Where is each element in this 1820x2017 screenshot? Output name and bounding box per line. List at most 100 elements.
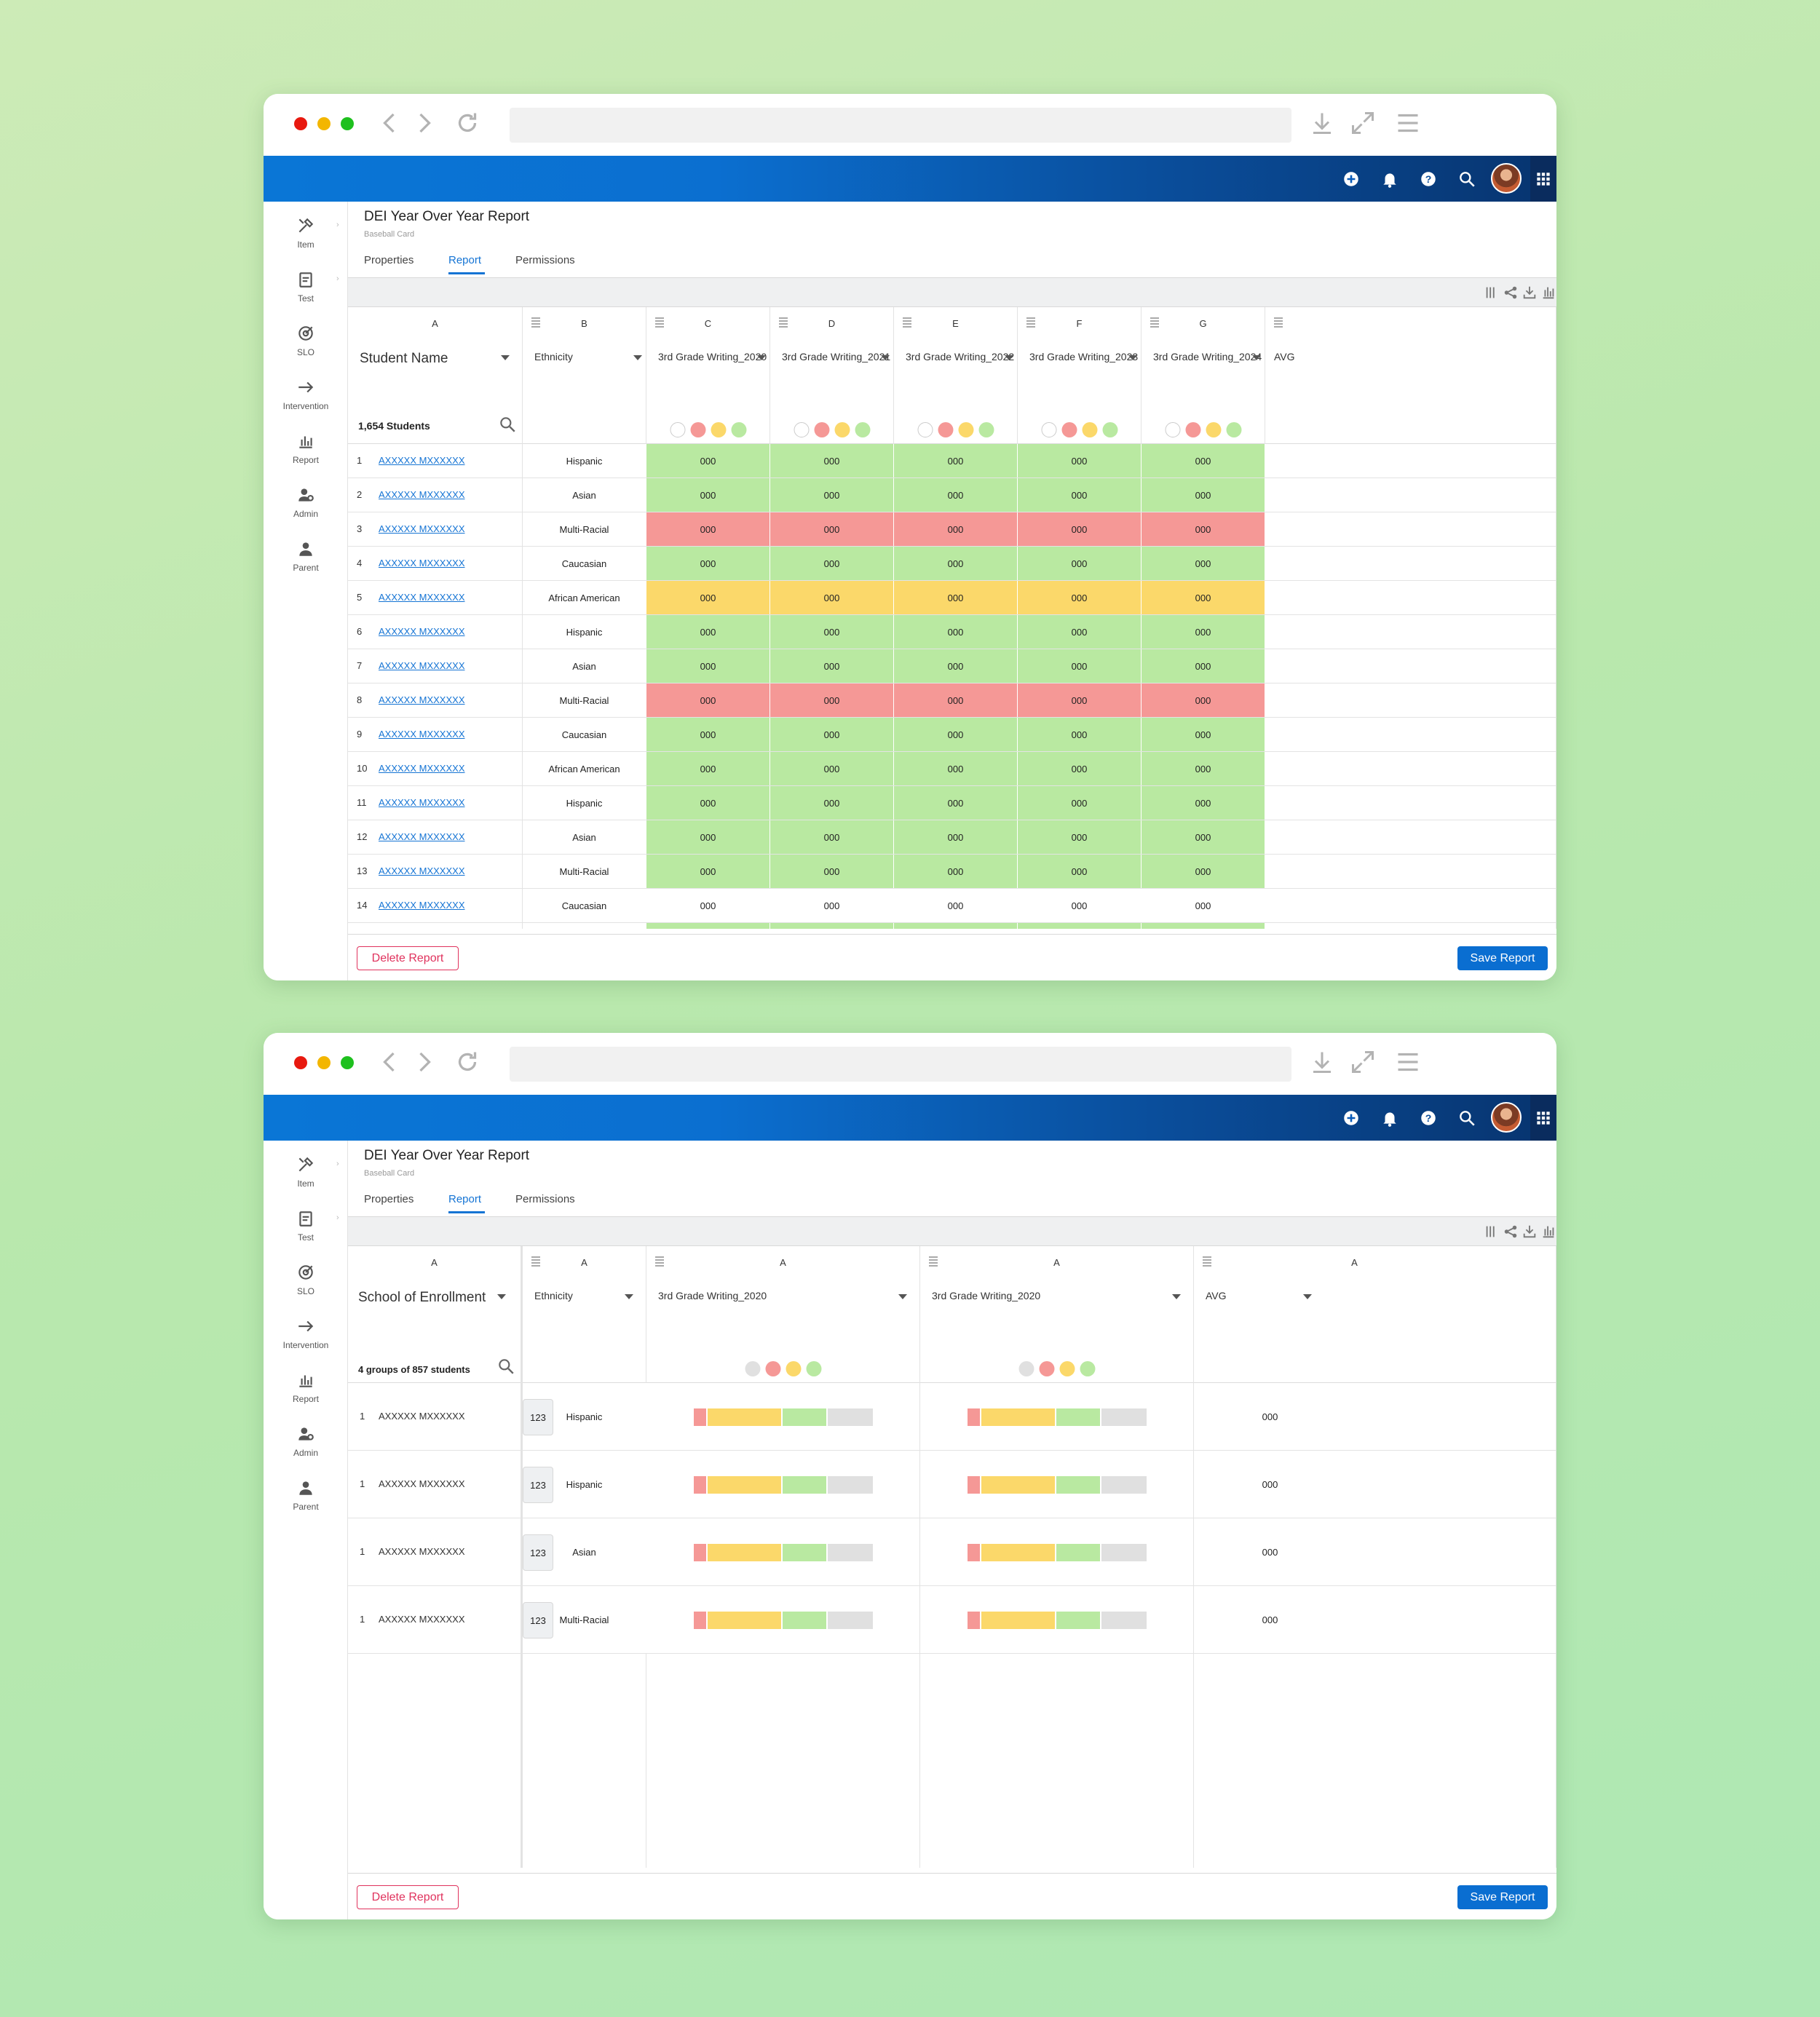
green-filter-dot[interactable] xyxy=(978,422,994,437)
column-name[interactable]: 3rd Grade Writing_2020 xyxy=(658,351,767,362)
score-cell[interactable]: 000 xyxy=(770,478,894,512)
score-cell[interactable]: 000 xyxy=(770,683,894,717)
drag-handle-icon[interactable] xyxy=(655,317,664,328)
score-cell[interactable]: 000 xyxy=(646,478,770,512)
score-cell[interactable]: 000 xyxy=(894,718,1018,751)
forward-icon[interactable] xyxy=(411,110,437,136)
sidebar-item-intervention[interactable]: Intervention xyxy=(264,1311,348,1360)
score-cell[interactable]: 000 xyxy=(646,512,770,546)
distribution-cell[interactable] xyxy=(646,1383,920,1450)
question-icon[interactable]: ? xyxy=(1419,170,1438,189)
green-filter-dot[interactable] xyxy=(731,422,746,437)
score-cell[interactable]: 000 xyxy=(894,889,1018,922)
menu-icon[interactable] xyxy=(1395,1049,1421,1075)
column-name[interactable]: AVG xyxy=(1206,1290,1227,1301)
table-row[interactable]: 12 AXXXXX MXXXXXX Asian 000 000 000 000 000 xyxy=(348,820,1556,855)
score-cell[interactable]: 000 xyxy=(894,512,1018,546)
score-cell[interactable] xyxy=(1018,923,1142,929)
back-icon[interactable] xyxy=(377,110,403,136)
chevron-down-icon[interactable] xyxy=(1303,1294,1312,1299)
sidebar-item-item[interactable]: Item › xyxy=(264,210,348,260)
score-cell[interactable]: 000 xyxy=(894,444,1018,477)
column-name[interactable]: Student Name xyxy=(360,351,448,366)
column-name[interactable]: AVG xyxy=(1274,351,1295,362)
table-row[interactable]: 14 AXXXXX MXXXXXX Caucasian 000 000 000 000 000 xyxy=(348,889,1556,923)
yellow-filter-dot[interactable] xyxy=(834,422,850,437)
reload-icon[interactable] xyxy=(454,1049,480,1075)
forward-icon[interactable] xyxy=(411,1049,437,1075)
score-cell[interactable]: 000 xyxy=(894,855,1018,888)
score-cell[interactable]: 000 xyxy=(1018,820,1142,854)
score-cell[interactable]: 000 xyxy=(1018,581,1142,614)
score-cell[interactable]: 000 xyxy=(1018,547,1142,580)
score-cell[interactable]: 000 xyxy=(646,683,770,717)
table-row[interactable]: 9 AXXXXX MXXXXXX Caucasian 000 000 000 000 000 xyxy=(348,718,1556,752)
score-cell[interactable]: 000 xyxy=(1018,855,1142,888)
score-cell[interactable]: 000 xyxy=(1018,478,1142,512)
search-icon[interactable] xyxy=(1457,170,1476,189)
score-cell[interactable]: 000 xyxy=(1142,718,1265,751)
score-cell[interactable]: 000 xyxy=(646,889,770,922)
close-window-dot[interactable] xyxy=(294,117,307,130)
chevron-down-icon[interactable] xyxy=(1172,1294,1181,1299)
column-name[interactable]: 3rd Grade Writing_2020 xyxy=(658,1290,767,1301)
status-filter-dots[interactable] xyxy=(1165,422,1241,437)
student-name-link[interactable]: AXXXXX MXXXXXX xyxy=(379,763,465,774)
red-filter-dot[interactable] xyxy=(1061,422,1077,437)
expand-icon[interactable] xyxy=(1350,1049,1376,1075)
score-cell[interactable]: 000 xyxy=(770,786,894,820)
chevron-down-icon[interactable] xyxy=(501,355,510,360)
red-filter-dot[interactable] xyxy=(938,422,953,437)
table-row[interactable]: 1 AXXXXX MXXXXXX 123 Hispanic 000 xyxy=(348,1451,1556,1518)
white-filter-dot[interactable] xyxy=(917,422,933,437)
download-icon[interactable] xyxy=(1309,1049,1335,1075)
score-cell[interactable]: 000 xyxy=(1142,786,1265,820)
columns-icon[interactable] xyxy=(1484,285,1500,301)
tab-permissions[interactable]: Permissions xyxy=(515,1193,575,1205)
yellow-filter-dot[interactable] xyxy=(1059,1361,1075,1376)
green-filter-dot[interactable] xyxy=(1226,422,1241,437)
distribution-cell[interactable] xyxy=(646,1518,920,1585)
column-name[interactable]: Ethnicity xyxy=(534,351,573,362)
drag-handle-icon[interactable] xyxy=(929,1256,938,1267)
score-cell[interactable] xyxy=(646,923,770,929)
score-cell[interactable]: 000 xyxy=(1142,512,1265,546)
student-name-link[interactable]: AXXXXX MXXXXXX xyxy=(379,694,465,705)
student-name-link[interactable]: AXXXXX MXXXXXX xyxy=(379,729,465,740)
table-row[interactable]: 1 AXXXXX MXXXXXX 123 Hispanic 000 xyxy=(348,1383,1556,1451)
score-cell[interactable]: 000 xyxy=(1142,547,1265,580)
score-cell[interactable]: 000 xyxy=(646,820,770,854)
close-window-dot[interactable] xyxy=(294,1056,307,1069)
score-cell[interactable]: 000 xyxy=(894,615,1018,649)
yellow-filter-dot[interactable] xyxy=(1082,422,1097,437)
address-bar[interactable] xyxy=(510,108,1291,143)
tab-permissions[interactable]: Permissions xyxy=(515,254,575,266)
chevron-down-icon[interactable] xyxy=(633,355,642,360)
delete-report-button[interactable]: Delete Report xyxy=(357,946,459,970)
yellow-filter-dot[interactable] xyxy=(1206,422,1221,437)
export-icon[interactable] xyxy=(1522,1224,1538,1240)
status-filter-dots[interactable] xyxy=(670,422,746,437)
score-cell[interactable]: 000 xyxy=(1018,786,1142,820)
red-filter-dot[interactable] xyxy=(1039,1361,1054,1376)
chevron-down-icon[interactable] xyxy=(497,1294,506,1299)
score-cell[interactable]: 000 xyxy=(1142,478,1265,512)
score-cell[interactable]: 000 xyxy=(894,478,1018,512)
maximize-window-dot[interactable] xyxy=(341,117,354,130)
score-cell[interactable]: 000 xyxy=(894,683,1018,717)
table-row[interactable]: 1 AXXXXX MXXXXXX 123 Asian 000 xyxy=(348,1518,1556,1586)
table-row[interactable]: 2 AXXXXX MXXXXXX Asian 000 000 000 000 000 xyxy=(348,478,1556,512)
student-name-link[interactable]: AXXXXX MXXXXXX xyxy=(379,626,465,637)
score-cell[interactable]: 000 xyxy=(1018,718,1142,751)
search-icon[interactable] xyxy=(496,1357,515,1376)
score-cell[interactable]: 000 xyxy=(1142,889,1265,922)
reload-icon[interactable] xyxy=(454,110,480,136)
student-name-link[interactable]: AXXXXX MXXXXXX xyxy=(379,797,465,808)
score-cell[interactable]: 000 xyxy=(770,615,894,649)
drag-handle-icon[interactable] xyxy=(779,317,788,328)
table-row[interactable]: 4 AXXXXX MXXXXXX Caucasian 000 000 000 000 000 xyxy=(348,547,1556,581)
sidebar-item-parent[interactable]: Parent xyxy=(264,534,348,583)
user-avatar[interactable] xyxy=(1491,1102,1522,1133)
score-cell[interactable]: 000 xyxy=(894,581,1018,614)
white-filter-dot[interactable] xyxy=(670,422,685,437)
